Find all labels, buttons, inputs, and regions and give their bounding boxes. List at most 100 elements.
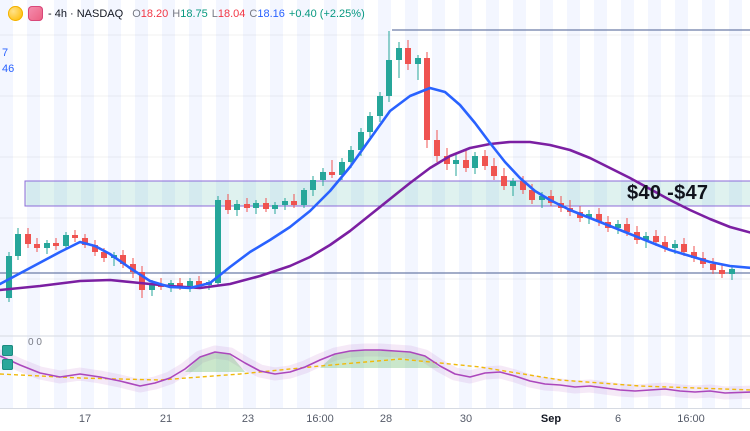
candle-body — [672, 244, 678, 248]
high-value: 18.75 — [180, 7, 208, 20]
candle-body — [301, 190, 307, 205]
candle-body — [177, 283, 183, 286]
candle-body — [624, 224, 630, 232]
candle-body — [215, 200, 221, 283]
oscillator-legend: 0 0 — [28, 337, 42, 348]
sun-icon[interactable] — [8, 6, 23, 21]
candle-body — [44, 243, 50, 248]
candle-body — [482, 156, 488, 166]
candle-body — [510, 181, 516, 186]
symbol-title[interactable]: - 4h · NASDAQ — [48, 7, 124, 20]
low-label: L — [211, 7, 218, 20]
time-axis-label: 28 — [379, 413, 393, 425]
candle-body — [729, 269, 735, 274]
time-axis-label: 21 — [159, 413, 173, 425]
candle-body — [339, 162, 345, 175]
candle-body — [101, 252, 107, 258]
candle-body — [53, 243, 59, 246]
candle-body — [463, 160, 469, 168]
time-axis-label: 6 — [614, 413, 622, 425]
time-axis[interactable]: 17 21 23 16:00 28 30 Sep 6 16:00 — [0, 408, 750, 431]
fast-ma-line — [0, 86, 750, 290]
high-label: H — [172, 7, 181, 20]
candle-body — [149, 284, 155, 290]
candle-body — [82, 238, 88, 245]
candle-body — [529, 190, 535, 200]
time-axis-label: 16:00 — [306, 413, 334, 425]
candle-body — [615, 224, 621, 228]
candles — [6, 31, 735, 302]
candle-body — [196, 281, 202, 285]
time-axis-label: Sep — [540, 413, 562, 425]
candle-body — [130, 264, 136, 272]
candle-body — [424, 58, 430, 140]
candle-body — [15, 234, 21, 256]
gridlines — [0, 34, 750, 280]
candle-body — [444, 156, 450, 164]
candle-body — [501, 176, 507, 186]
candle-body — [92, 245, 98, 252]
close-value: 18.16 — [257, 7, 285, 20]
candle-body — [596, 214, 602, 222]
candle-body — [253, 203, 259, 208]
candle-body — [662, 242, 668, 248]
symbol-logo-icon[interactable] — [28, 6, 43, 21]
candle-body — [320, 172, 326, 180]
candle-body — [491, 166, 497, 176]
symbol-legend: - 4h · NASDAQ O18.20 H18.75 L18.04 C18.16 +0… — [8, 6, 369, 21]
candle-body — [396, 48, 402, 60]
candle-body — [520, 181, 526, 190]
candle-body — [139, 272, 145, 290]
candle-body — [405, 48, 411, 64]
close-label: C — [249, 7, 258, 20]
oscillator-icon[interactable] — [2, 359, 13, 370]
candle-body — [6, 256, 12, 298]
candle-body — [719, 270, 725, 274]
candle-body — [310, 180, 316, 190]
candle-body — [386, 60, 392, 96]
time-axis-label: 17 — [78, 413, 92, 425]
candle-body — [272, 205, 278, 209]
oscillator-line — [0, 349, 750, 394]
open-value: 18.20 — [140, 7, 169, 20]
indicator-value-1: 7 — [2, 47, 9, 59]
candle-body — [244, 204, 250, 208]
candle-body — [25, 234, 31, 244]
candle-body — [234, 204, 240, 210]
time-axis-label: 30 — [459, 413, 473, 425]
open-label: O — [132, 7, 141, 20]
candle-body — [225, 200, 231, 210]
candle-body — [282, 201, 288, 205]
candle-body — [586, 214, 592, 218]
slow-ma-line — [0, 140, 750, 292]
oscillator-signal-line — [0, 358, 750, 391]
candle-body — [72, 235, 78, 238]
candle-body — [34, 244, 40, 248]
oscillator-icon[interactable] — [2, 345, 13, 356]
candle-body — [681, 244, 687, 252]
candle-body — [187, 281, 193, 286]
candle-body — [348, 150, 354, 162]
oscillator-pane-icons[interactable] — [2, 345, 13, 370]
candle-body — [653, 236, 659, 242]
low-value: 18.04 — [217, 7, 246, 20]
candle-body — [263, 203, 269, 209]
candle-body — [120, 255, 126, 264]
ohlc-values: O18.20 H18.75 L18.04 C18.16 +0.40 (+2.25%) — [132, 8, 369, 20]
candle-body — [367, 116, 373, 132]
indicator-value-2: 46 — [2, 63, 15, 75]
candle-body — [710, 264, 716, 270]
candle-body — [291, 201, 297, 205]
candle-body — [643, 236, 649, 240]
zone-price-label[interactable]: $40 -$47 — [627, 182, 709, 204]
candle-body — [453, 160, 459, 164]
indicator-values: 7 46 — [2, 45, 14, 77]
candle-body — [377, 96, 383, 116]
change-value: +0.40 (+2.25%) — [288, 7, 365, 20]
candle-body — [472, 156, 478, 168]
candle-body — [539, 196, 545, 200]
candle-body — [329, 172, 335, 175]
candle-body — [691, 252, 697, 258]
